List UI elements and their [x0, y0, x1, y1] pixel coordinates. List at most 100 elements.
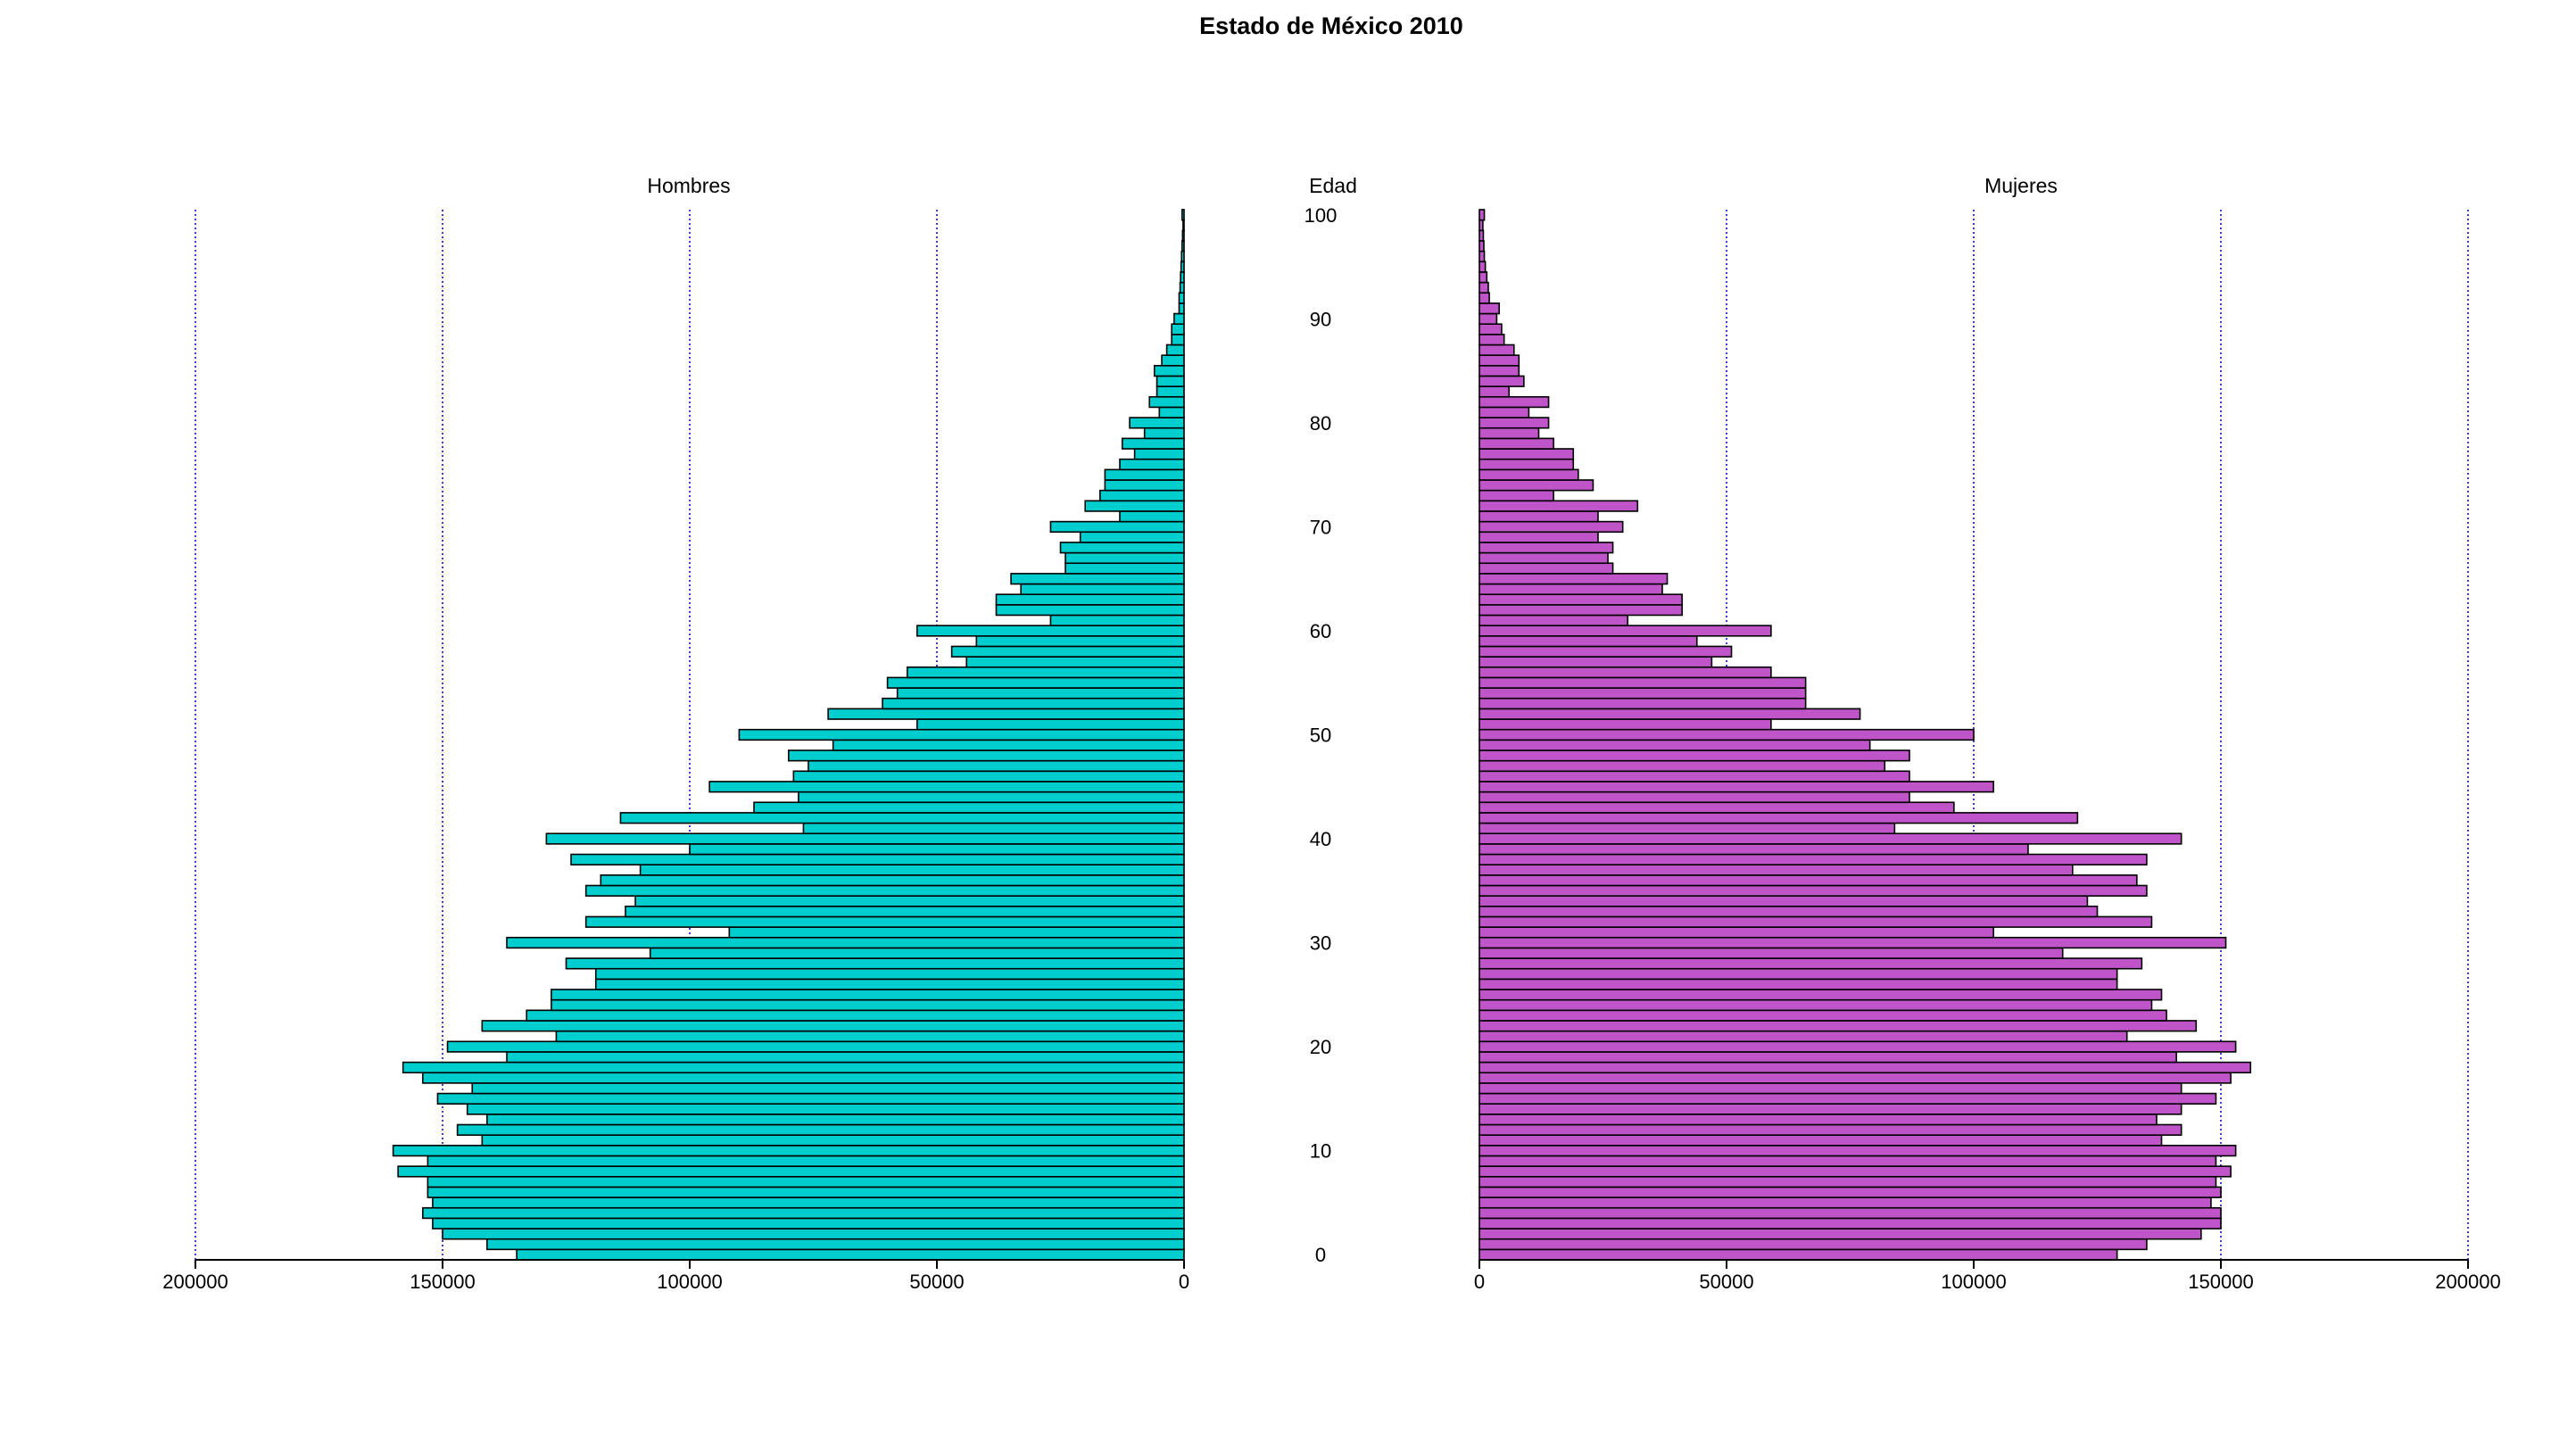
female-bar-age-31 [1479, 926, 1994, 939]
male-bar-age-22 [481, 1020, 1185, 1032]
male-bar-age-71 [1119, 510, 1185, 523]
female-bar-age-67 [1479, 551, 1609, 565]
female-bar-age-36 [1479, 874, 2138, 887]
age-tick-label-100: 100 [1305, 204, 1338, 227]
left-tick-label-50000: 50000 [909, 1271, 964, 1293]
male-bar-age-65 [1010, 573, 1185, 585]
female-bar-age-80 [1479, 417, 1550, 429]
male-bar-age-75 [1104, 468, 1185, 481]
male-bar-age-72 [1084, 500, 1185, 512]
male-bar-age-86 [1161, 354, 1185, 367]
male-bar-age-83 [1155, 385, 1185, 398]
male-bar-age-97 [1180, 240, 1185, 253]
male-bar-age-51 [916, 718, 1185, 731]
male-bar-age-12 [456, 1123, 1185, 1136]
left-tick-label-0: 0 [1179, 1271, 1189, 1293]
male-bar-age-58 [950, 645, 1185, 658]
male-bar-age-87 [1165, 344, 1185, 356]
female-bar-age-23 [1479, 1009, 2167, 1022]
female-bar-age-84 [1479, 375, 1525, 387]
female-bar-age-71 [1479, 510, 1599, 523]
male-bar-age-94 [1180, 271, 1185, 284]
female-bar-age-78 [1479, 437, 1554, 450]
age-axis: 0 10 20 30 40 50 60 70 80 90 100 [1305, 204, 1338, 1266]
female-bar-age-77 [1479, 448, 1575, 460]
male-bar-age-88 [1171, 334, 1185, 346]
female-bar-age-83 [1479, 385, 1511, 398]
female-bar-age-28 [1479, 957, 2143, 970]
female-bar-age-85 [1479, 365, 1520, 377]
female-bar-age-62 [1479, 604, 1683, 617]
female-bar-age-73 [1479, 489, 1554, 502]
male-bar-age-82 [1148, 395, 1185, 409]
male-bar-age-64 [1020, 583, 1185, 595]
male-bar-age-33 [625, 905, 1185, 918]
male-bar-age-60 [916, 625, 1185, 637]
male-bar-age-84 [1155, 375, 1185, 387]
male-bar-age-73 [1099, 489, 1185, 502]
female-bar-age-10 [1479, 1145, 2237, 1157]
female-bar-age-7 [1479, 1175, 2217, 1188]
age-tick-label-90: 90 [1310, 308, 1331, 330]
male-bar-age-63 [995, 593, 1185, 606]
female-bar-age-64 [1479, 583, 1663, 595]
male-bars [392, 209, 1185, 1261]
age-tick-label-70: 70 [1310, 516, 1331, 538]
female-bar-age-87 [1479, 344, 1515, 356]
male-bar-age-41 [802, 822, 1185, 835]
male-bar-age-21 [555, 1030, 1185, 1043]
female-bar-age-96 [1479, 250, 1486, 263]
male-bar-age-16 [471, 1082, 1185, 1095]
male-bar-age-40 [545, 832, 1185, 845]
female-bar-age-91 [1479, 302, 1500, 315]
male-bar-age-96 [1180, 250, 1185, 263]
female-bars [1479, 209, 2252, 1261]
female-bar-age-95 [1479, 261, 1487, 273]
age-tick-label-50: 50 [1310, 724, 1331, 747]
female-bar-age-76 [1479, 458, 1575, 471]
male-bar-age-61 [1049, 614, 1185, 626]
female-bar-age-19 [1479, 1051, 2177, 1064]
female-bar-age-16 [1479, 1082, 2183, 1095]
male-bar-age-27 [594, 967, 1185, 981]
male-bar-age-45 [708, 781, 1185, 793]
male-bar-age-69 [1079, 531, 1185, 543]
male-bar-age-31 [728, 926, 1185, 939]
male-bar-age-89 [1171, 323, 1185, 335]
male-bar-age-81 [1158, 406, 1185, 418]
right-tick-label-150000: 150000 [2188, 1271, 2253, 1293]
male-bar-age-76 [1119, 458, 1185, 471]
female-bar-age-12 [1479, 1123, 2183, 1136]
male-bar-age-80 [1129, 417, 1185, 429]
male-bar-age-10 [392, 1145, 1185, 1157]
female-bar-age-18 [1479, 1061, 2252, 1074]
male-bar-age-8 [397, 1165, 1185, 1178]
male-bar-age-39 [689, 843, 1185, 856]
left-tick-label-100000: 100000 [657, 1271, 722, 1293]
male-bar-age-70 [1049, 520, 1185, 534]
male-bar-age-46 [792, 770, 1185, 782]
male-bar-age-11 [481, 1134, 1185, 1147]
female-bar-age-86 [1479, 354, 1520, 367]
female-bar-age-40 [1479, 832, 2183, 845]
male-bar-age-55 [886, 676, 1185, 689]
male-bar-age-57 [965, 656, 1185, 668]
male-bar-age-66 [1064, 562, 1185, 575]
right-tick-label-0: 0 [1474, 1271, 1485, 1293]
female-bar-age-88 [1479, 334, 1505, 346]
male-bar-age-13 [486, 1114, 1185, 1126]
age-tick-label-10: 10 [1310, 1140, 1331, 1163]
female-bar-age-30 [1479, 936, 2227, 949]
female-bar-age-65 [1479, 573, 1669, 585]
male-bar-age-68 [1059, 542, 1185, 554]
female-bar-age-22 [1479, 1020, 2198, 1032]
female-bar-age-55 [1479, 676, 1807, 689]
male-bar-age-20 [446, 1040, 1185, 1053]
female-bar-age-82 [1479, 395, 1550, 409]
male-bar-age-38 [570, 853, 1185, 865]
left-panel-label: Hombres [647, 174, 730, 197]
female-bar-age-25 [1479, 989, 2163, 1001]
male-bar-age-50 [738, 728, 1185, 741]
female-bar-age-58 [1479, 645, 1733, 658]
age-tick-label-40: 40 [1310, 828, 1331, 850]
